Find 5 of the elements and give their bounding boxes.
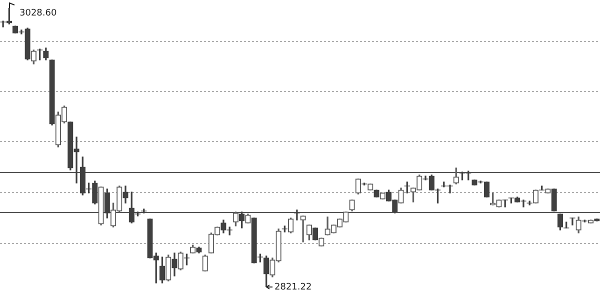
candlestick [570,218,576,226]
candlestick [294,210,300,220]
annotation: 3028.60 [20,8,57,18]
annotation: 2821.22 [274,282,312,292]
candlestick [300,216,306,242]
